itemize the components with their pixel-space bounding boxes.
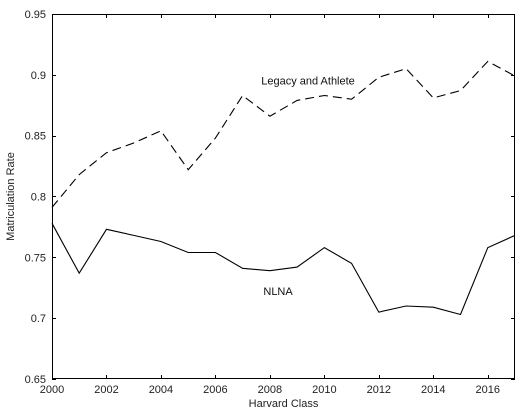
axis-tick-labels: 2000 2002 2004 2006 2008 2010 2012 2014 2016 0.65…	[25, 9, 500, 396]
y-axis-title: Matriculation Rate	[5, 152, 17, 241]
series-line-nlna	[51, 223, 515, 316]
series-lines	[51, 60, 515, 316]
series-annotations: Legacy and Athlete NLNA	[261, 76, 355, 298]
series-line-legacy-and-athlete	[51, 60, 515, 208]
y-tick-label: 0.7	[31, 313, 46, 325]
y-tick-label: 0.95	[25, 9, 46, 21]
y-tick-label: 0.65	[25, 374, 46, 386]
x-tick-label: 2008	[258, 384, 282, 396]
x-tick-label: 2010	[312, 384, 336, 396]
annotation-label: NLNA	[263, 286, 293, 298]
x-tick-label: 2002	[94, 384, 118, 396]
x-axis-title: Harvard Class	[249, 398, 319, 410]
plot-area-frame	[52, 14, 515, 379]
x-tick-label: 2006	[203, 384, 227, 396]
annotation-label: Legacy and Athlete	[261, 76, 355, 88]
y-tick-label: 0.8	[31, 192, 46, 204]
x-tick-label: 2000	[40, 384, 64, 396]
x-tick-label: 2016	[476, 384, 500, 396]
y-tick-label: 0.75	[25, 252, 46, 264]
x-tick-label: 2012	[367, 384, 391, 396]
axis-ticks	[52, 14, 515, 380]
x-tick-label: 2014	[421, 384, 445, 396]
x-tick-label: 2004	[149, 384, 173, 396]
y-tick-label: 0.85	[25, 131, 46, 143]
y-tick-label: 0.9	[31, 70, 46, 82]
